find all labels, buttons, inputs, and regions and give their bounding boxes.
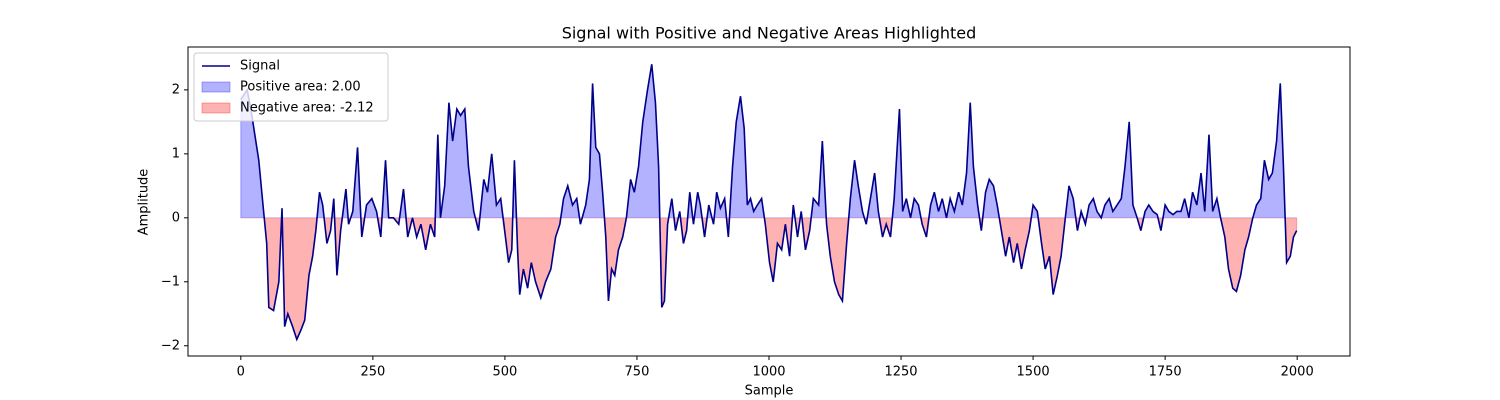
x-tick-label: 500 [492,365,517,380]
legend-box [193,52,389,122]
y-tick-label: 1 [172,146,180,161]
chart-title: Signal with Positive and Negative Areas … [562,24,977,43]
y-axis-label: Amplitude [137,169,152,236]
x-tick-label: 1750 [1149,365,1182,380]
x-tick-label: 0 [237,365,245,380]
legend-patch [201,102,231,114]
legend-patch [201,81,231,93]
legend-label: Signal [240,59,280,74]
legend-label: Negative area: -2.12 [240,101,374,116]
x-tick-label: 2000 [1281,365,1314,380]
x-axis-label: Sample [745,384,794,399]
x-tick-label: 1500 [1017,365,1050,380]
signal-line [240,64,1298,342]
y-tick-label: 0 [172,210,180,225]
x-tick-label: 750 [625,365,650,380]
fill-area [240,64,1298,218]
x-tick-label: 250 [360,365,385,380]
y-tick-label: −1 [161,274,180,289]
x-tick-label: 1000 [752,365,785,380]
y-tick-label: 2 [172,82,180,97]
fill-area [240,217,1298,341]
x-tick-label: 1250 [884,365,917,380]
legend-label: Positive area: 2.00 [240,80,361,95]
y-tick-label: −2 [161,338,180,353]
